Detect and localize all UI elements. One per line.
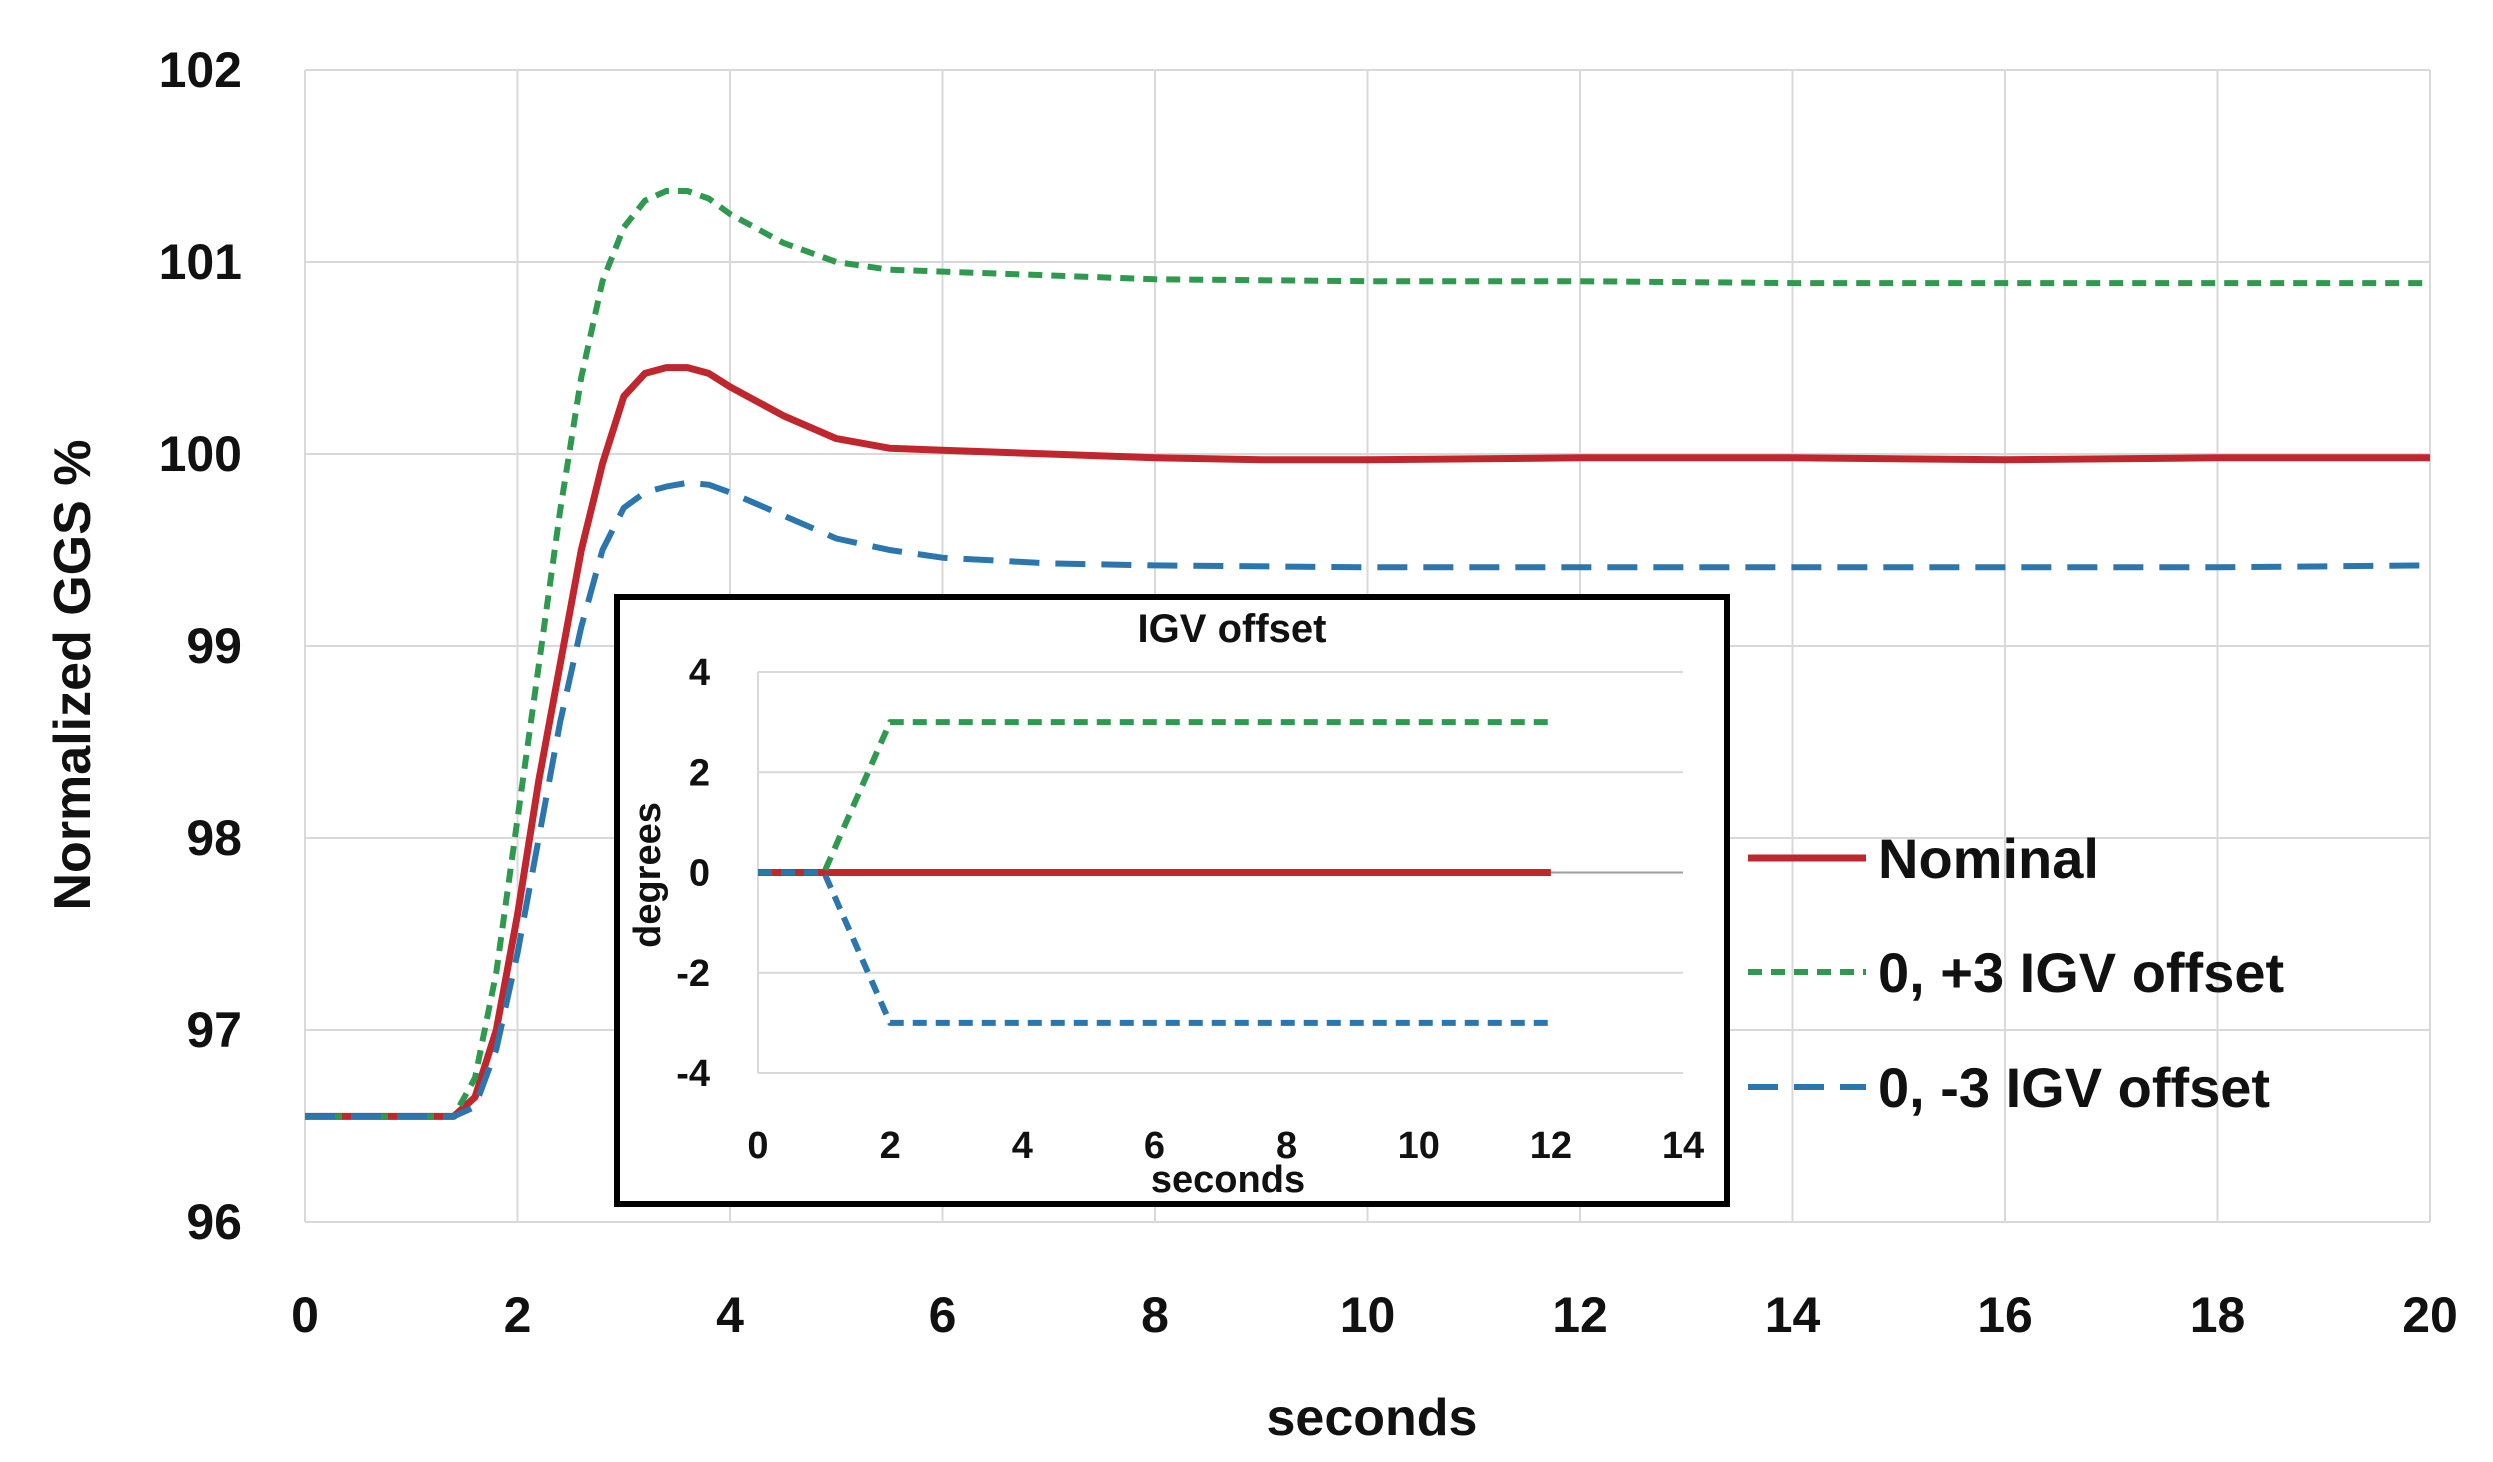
inset-title: IGV offset (1138, 607, 1327, 651)
inset-tick-labels: 4 2 0 -2 -4 0 2 4 6 8 10 12 14 (676, 652, 1704, 1167)
main-series-line-1 (305, 188, 2430, 1120)
inset-x-tick-label: 14 (1662, 1125, 1704, 1167)
main-y-tick-label: 102 (159, 42, 242, 98)
inset-y-tick-label: 0 (689, 853, 710, 895)
inset-y-tick-label: -2 (676, 953, 710, 995)
legend-label-nominal: Nominal (1878, 827, 2099, 890)
inset-frame (614, 594, 1730, 1207)
y-axis-title: Normalized GGS % (44, 440, 102, 911)
main-x-tick-label: 18 (2190, 1287, 2246, 1343)
main-x-tick-label: 8 (1141, 1287, 1169, 1343)
legend: Nominal 0, +3 IGV offset 0, -3 IGV offse… (1748, 827, 2284, 1119)
inset-series-line-2 (758, 869, 1551, 1026)
main-y-tick-label: 100 (159, 426, 242, 482)
inset-y-tick-label: -4 (676, 1053, 710, 1095)
inset-x-tick-label: 0 (747, 1125, 768, 1167)
main-x-tick-label: 10 (1340, 1287, 1396, 1343)
main-x-tick-label: 14 (1765, 1287, 1821, 1343)
inset-y-axis-title: degrees (627, 802, 669, 948)
inset-x-tick-label: 10 (1398, 1125, 1440, 1167)
main-x-tick-label: 4 (716, 1287, 744, 1343)
legend-label-minus3: 0, -3 IGV offset (1878, 1056, 2270, 1119)
main-x-tick-label: 16 (1977, 1287, 2033, 1343)
inset-x-tick-label: 4 (1012, 1125, 1033, 1167)
x-axis-title: seconds (1267, 1389, 1478, 1447)
legend-item-plus3: 0, +3 IGV offset (1748, 941, 2284, 1004)
main-y-tick-label: 97 (186, 1002, 242, 1058)
legend-label-plus3: 0, +3 IGV offset (1878, 941, 2284, 1004)
inset-chart: IGV offset 4 2 0 -2 -4 0 2 4 6 8 10 12 14 degrees se… (614, 594, 1730, 1207)
main-x-tick-label: 12 (1552, 1287, 1608, 1343)
main-y-tick-label: 99 (186, 618, 242, 674)
legend-item-minus3: 0, -3 IGV offset (1748, 1056, 2270, 1119)
inset-x-tick-label: 8 (1276, 1125, 1297, 1167)
main-y-tick-label: 96 (186, 1194, 242, 1250)
inset-x-axis-title: seconds (1151, 1159, 1305, 1201)
main-y-tick-label: 101 (159, 234, 242, 290)
inset-y-tick-label: 4 (689, 652, 710, 694)
inset-x-tick-label: 2 (880, 1125, 901, 1167)
main-x-tick-label: 2 (504, 1287, 532, 1343)
main-y-tick-label: 98 (186, 810, 242, 866)
main-series-line-2 (305, 479, 2431, 1120)
inset-y-tick-label: 2 (689, 752, 710, 794)
main-x-tick-label: 0 (291, 1287, 319, 1343)
legend-item-nominal: Nominal (1748, 827, 2099, 890)
inset-series (758, 719, 1551, 1026)
main-x-tick-label: 6 (929, 1287, 957, 1343)
main-series-line-0 (305, 364, 2430, 1120)
inset-x-tick-label: 12 (1530, 1125, 1572, 1167)
inset-x-tick-label: 6 (1144, 1125, 1165, 1167)
main-series (305, 188, 2431, 1120)
main-x-tick-label: 20 (2402, 1287, 2458, 1343)
